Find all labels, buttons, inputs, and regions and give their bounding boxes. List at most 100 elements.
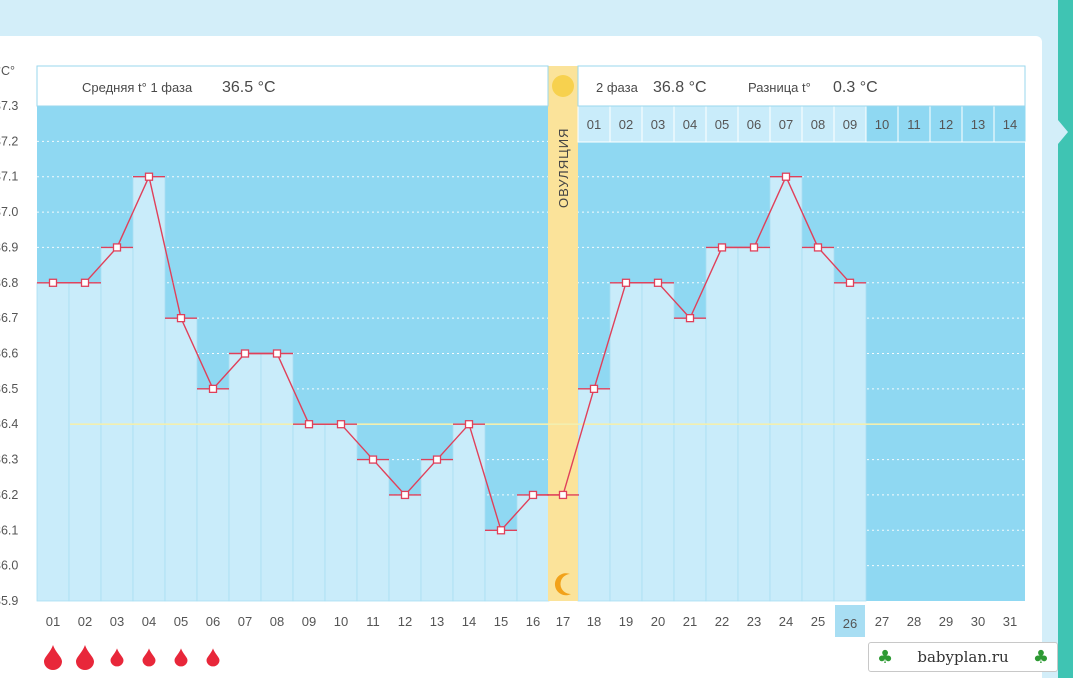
phase2-day-cell	[833, 105, 867, 143]
temperature-point	[528, 490, 538, 500]
sun-icon	[552, 75, 574, 97]
side-panel-strip[interactable]	[1058, 0, 1073, 678]
y-tick-label: 37.1	[0, 170, 18, 184]
temperature-point	[208, 384, 218, 394]
x-tick-label: 27	[875, 614, 889, 629]
phase2-day-number: 03	[651, 117, 665, 132]
temperature-point	[558, 490, 568, 500]
phase2-day-number: 07	[779, 117, 793, 132]
x-tick-label: 25	[811, 614, 825, 629]
y-tick-label: 36.8	[0, 276, 18, 290]
x-tick-label: 13	[430, 614, 444, 629]
phase2-day-number: 05	[715, 117, 729, 132]
watermark-badge[interactable]: ♣ babyplan.ru ♣	[868, 642, 1058, 672]
temperature-point	[621, 278, 631, 287]
side-panel-arrow-icon[interactable]	[1058, 120, 1068, 144]
phase2-value: 36.8 °C	[653, 79, 707, 96]
phase2-day-number: 02	[619, 117, 633, 132]
y-tick-label: 36.1	[0, 523, 18, 537]
y-tick-label: 36.6	[0, 347, 18, 361]
ovulation-band	[548, 66, 578, 601]
phase2-day-number: 09	[843, 117, 857, 132]
temperature-point	[653, 278, 663, 287]
x-tick-label: 15	[494, 614, 508, 629]
temperature-point	[813, 243, 823, 252]
y-tick-label: 36.5	[0, 382, 18, 396]
x-tick-label: 08	[270, 614, 284, 629]
phase2-label: 2 фаза	[596, 80, 639, 95]
temperature-point	[685, 313, 695, 323]
y-tick-label: 37.0	[0, 205, 18, 219]
moon-icon	[554, 573, 571, 596]
x-tick-label: 01	[46, 614, 60, 629]
temperature-point	[336, 420, 346, 429]
temperature-point	[845, 278, 855, 287]
x-tick-label: 19	[619, 614, 633, 629]
x-tick-label: 22	[715, 614, 729, 629]
temperature-point	[48, 278, 58, 287]
temperature-point	[496, 526, 506, 535]
x-tick-label: 11	[366, 614, 380, 629]
temperature-bar	[833, 282, 867, 602]
phase2-day-number: 12	[939, 117, 953, 132]
x-tick-label: 02	[78, 614, 92, 629]
x-tick-label: 03	[110, 614, 124, 629]
y-tick-label: 36.4	[0, 417, 18, 431]
x-tick-label: 31	[1003, 614, 1017, 629]
phase2-day-cell	[801, 105, 835, 143]
temperature-point	[80, 278, 90, 287]
temperature-point	[240, 349, 250, 358]
y-tick-label: 35.9	[0, 594, 18, 608]
temperature-point	[781, 172, 791, 181]
x-tick-label: 18	[587, 614, 601, 629]
phase1-label: Средняя t° 1 фаза	[82, 80, 193, 95]
phase2-day-number: 01	[587, 117, 601, 132]
temperature-point	[112, 243, 122, 252]
phase2-day-cell	[961, 105, 995, 143]
temperature-bar	[516, 494, 550, 602]
temperature-point	[717, 243, 727, 252]
x-tick-label: 29	[939, 614, 953, 629]
temperature-bar	[577, 388, 611, 602]
temperature-point	[272, 349, 282, 358]
phase1-header-box	[36, 65, 549, 107]
x-tick-label: 28	[907, 614, 921, 629]
ovulation-label: ОВУЛЯЦИЯ	[556, 128, 571, 208]
watermark-text: babyplan.ru	[917, 648, 1009, 666]
x-tick-label: 04	[142, 614, 156, 629]
x-tick-label: 14	[462, 614, 476, 629]
temperature-bar	[420, 459, 454, 602]
phase2-day-number: 13	[971, 117, 985, 132]
diff-value: 0.3 °C	[833, 79, 878, 96]
y-tick-label: 36.9	[0, 240, 18, 254]
y-tick-label: 36.7	[0, 311, 18, 325]
blood-drop-icon	[110, 648, 124, 667]
temperature-point	[432, 455, 442, 464]
phase2-day-cell	[993, 105, 1027, 143]
temperature-bar	[68, 282, 102, 602]
x-tick-label: 07	[238, 614, 252, 629]
temperature-point	[400, 490, 410, 500]
phase2-day-number: 14	[1003, 117, 1017, 132]
phase2-day-cell	[609, 105, 643, 143]
temperature-bar	[228, 353, 262, 602]
phase2-header-box	[577, 65, 1026, 107]
y-tick-label: 36.3	[0, 453, 18, 467]
temperature-bar	[673, 317, 707, 602]
temperature-bar	[260, 353, 294, 602]
phase2-day-cell	[705, 105, 739, 143]
temperature-point	[144, 172, 154, 181]
x-tick-label: 16	[526, 614, 540, 629]
temperature-point	[749, 243, 759, 252]
temperature-bar	[36, 282, 70, 602]
temperature-bar	[196, 388, 230, 602]
diff-label: Разница t°	[748, 80, 811, 95]
x-tick-label: 12	[398, 614, 412, 629]
temperature-bar	[164, 317, 198, 602]
temperature-bar	[324, 423, 358, 602]
x-tick-label: 05	[174, 614, 188, 629]
x-tick-label: 17	[556, 614, 570, 629]
phase2-day-number: 08	[811, 117, 825, 132]
temperature-bar	[388, 494, 422, 602]
